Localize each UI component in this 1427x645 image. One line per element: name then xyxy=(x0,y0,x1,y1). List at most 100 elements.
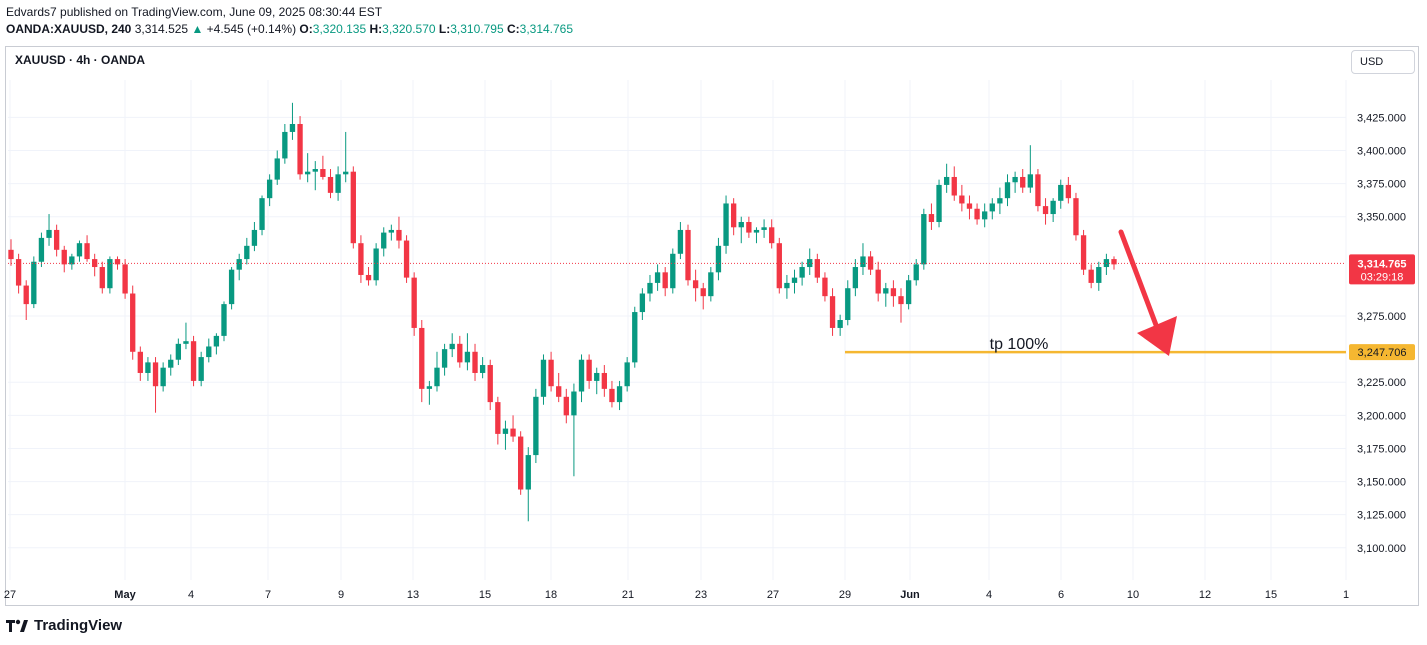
candle-body xyxy=(358,243,364,275)
candle-body xyxy=(647,282,653,294)
brand-footer: TradingView xyxy=(6,617,122,634)
candle-body xyxy=(244,245,250,260)
x-tick-label: 27 xyxy=(4,589,16,601)
candle-body xyxy=(373,248,379,281)
candle-body xyxy=(23,285,29,305)
y-tick-label: 3,275.000 xyxy=(1357,311,1406,323)
candle-body xyxy=(487,365,493,403)
currency-button[interactable]: USD xyxy=(1351,50,1415,74)
candle-body xyxy=(69,256,75,265)
candle-body xyxy=(989,203,995,212)
candle-body xyxy=(388,229,395,233)
x-tick-label: 1 xyxy=(1343,589,1349,601)
candle-body xyxy=(662,272,668,289)
y-tick-label: 3,150.000 xyxy=(1357,477,1406,489)
price-change: +4.545 (+0.14%) xyxy=(206,22,297,36)
y-tick-label: 3,375.000 xyxy=(1357,179,1406,191)
candle-body xyxy=(982,211,988,220)
candle-body xyxy=(107,259,113,289)
candle-body xyxy=(403,240,410,278)
x-tick-label: 15 xyxy=(479,589,491,601)
candle-body xyxy=(495,402,501,434)
candle-body xyxy=(99,267,105,289)
candle-body xyxy=(921,214,927,265)
candle-body xyxy=(1111,259,1117,265)
current-price-label: 3,314.765 xyxy=(1358,258,1407,270)
candle-body xyxy=(959,195,965,204)
candle-body xyxy=(84,243,90,260)
candle-body xyxy=(457,343,463,363)
candle-body xyxy=(517,436,524,490)
candle-body xyxy=(1027,174,1033,188)
candle-body xyxy=(236,259,242,270)
candle-body xyxy=(761,227,767,230)
candle-body xyxy=(616,386,623,403)
candle-body xyxy=(1088,269,1094,283)
candle-body xyxy=(943,176,950,185)
candle-body xyxy=(738,222,744,228)
x-tick-label: 4 xyxy=(188,589,194,601)
candle-body xyxy=(61,249,67,265)
high-value: 3,320.570 xyxy=(382,22,436,36)
candle-body xyxy=(1065,184,1072,199)
candle-body xyxy=(441,349,448,368)
candle-body xyxy=(1096,267,1102,283)
candle-body xyxy=(152,362,159,387)
candle-body xyxy=(1020,176,1026,188)
candle-body xyxy=(1050,200,1056,215)
low-label: L: xyxy=(438,22,451,36)
candle-body xyxy=(122,264,128,294)
candle-body xyxy=(632,312,638,363)
candle-body xyxy=(297,124,303,175)
x-tick-label: 18 xyxy=(545,589,557,601)
candle-body xyxy=(594,372,600,381)
candle-body xyxy=(692,280,699,289)
countdown-label: 03:29:18 xyxy=(1361,271,1404,283)
low-value: 3,310.795 xyxy=(450,22,504,36)
candle-body xyxy=(1080,235,1087,270)
candle-body xyxy=(852,267,859,289)
high-label: H: xyxy=(369,22,383,36)
candle-body xyxy=(776,243,782,289)
candle-body xyxy=(15,259,22,286)
candle-body xyxy=(365,274,372,281)
chart-frame[interactable] xyxy=(5,46,1419,606)
candle-body xyxy=(510,428,516,437)
candle-body xyxy=(464,351,471,363)
candle-body xyxy=(1073,198,1079,236)
candle-body xyxy=(305,171,311,175)
candle-body xyxy=(228,269,235,305)
candle-body xyxy=(266,179,273,199)
x-tick-label: Jun xyxy=(900,589,920,601)
candle-body xyxy=(1035,174,1041,207)
candle-body xyxy=(1042,206,1049,215)
candle-body xyxy=(289,124,296,132)
candle-body xyxy=(769,227,775,244)
x-tick-label: May xyxy=(114,589,136,601)
y-tick-label: 3,100.000 xyxy=(1357,543,1406,555)
candle-body xyxy=(168,359,174,368)
symbol-quote-line: OANDA:XAUUSD, 240 3,314.525 ▲ +4.545 (+0… xyxy=(6,21,573,38)
y-tick-label: 3,200.000 xyxy=(1357,410,1406,422)
close-label: C: xyxy=(506,22,520,36)
candle-body xyxy=(867,256,874,270)
candle-body xyxy=(700,288,706,297)
candle-body xyxy=(114,259,121,265)
candle-body xyxy=(479,365,486,373)
target-text: tp 100% xyxy=(990,336,1049,353)
candle-body xyxy=(312,169,318,172)
candle-body xyxy=(175,343,182,360)
candle-body xyxy=(624,362,630,387)
grid xyxy=(8,80,1347,580)
candle-body xyxy=(411,277,417,328)
candle-body xyxy=(274,158,280,180)
candle-body xyxy=(715,245,722,273)
x-tick-label: 15 xyxy=(1265,589,1277,601)
candle-body xyxy=(837,320,843,328)
candle-body xyxy=(974,208,980,220)
candle-body xyxy=(335,174,341,193)
candle-body xyxy=(563,396,569,416)
candle-body xyxy=(472,351,478,373)
y-tick-label: 3,125.000 xyxy=(1357,510,1406,522)
